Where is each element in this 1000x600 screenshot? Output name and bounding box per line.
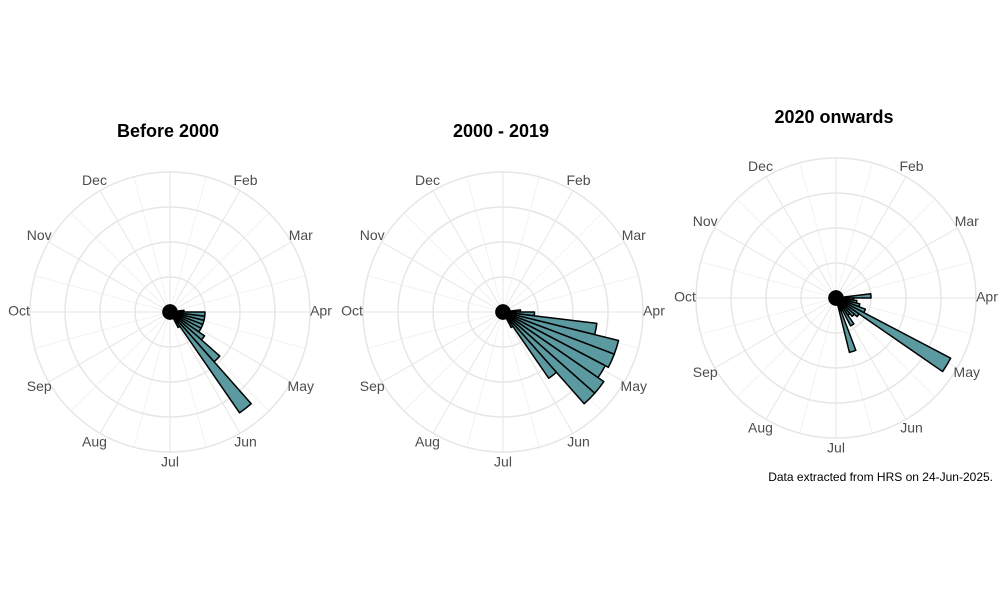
bar	[502, 311, 596, 405]
month-label: Jun	[900, 419, 923, 435]
bar	[501, 304, 504, 313]
month-label: Jul	[161, 454, 179, 470]
month-label: Mar	[955, 213, 979, 229]
month-label: Jun	[567, 433, 590, 449]
month-label: Nov	[360, 227, 385, 243]
month-label: Sep	[360, 378, 385, 394]
month-label: May	[288, 378, 314, 394]
month-label: Feb	[566, 172, 590, 188]
month-label: Jul	[827, 440, 845, 456]
month-label: Apr	[643, 303, 665, 319]
caption: Data extracted from HRS on 24-Jun-2025.	[768, 470, 993, 484]
month-label: Aug	[82, 433, 107, 449]
month-label: May	[621, 378, 647, 394]
bar	[169, 311, 252, 414]
month-label: Dec	[415, 172, 440, 188]
chart-title: 2020 onwards	[774, 107, 893, 127]
grid-circle	[765, 227, 907, 369]
month-label: Mar	[289, 227, 313, 243]
month-label: Sep	[27, 378, 52, 394]
grid-circle	[730, 192, 942, 404]
month-label: Sep	[693, 364, 718, 380]
month-label: Feb	[233, 172, 257, 188]
month-label: Nov	[693, 213, 718, 229]
month-label: Dec	[748, 158, 773, 174]
grid-circle	[467, 276, 539, 348]
month-label: Oct	[674, 289, 696, 305]
grid-circle	[29, 171, 311, 453]
bar	[835, 297, 952, 373]
bar	[835, 293, 872, 299]
month-label: Oct	[341, 303, 363, 319]
month-label: Feb	[899, 158, 923, 174]
month-label: Aug	[748, 419, 773, 435]
month-label: Jun	[234, 433, 257, 449]
grid-circle	[695, 157, 977, 439]
month-label: Jul	[494, 454, 512, 470]
grid-circle	[99, 241, 241, 383]
chart-title: Before 2000	[117, 121, 219, 141]
month-label: Oct	[8, 303, 30, 319]
month-label: Mar	[622, 227, 646, 243]
bar	[502, 311, 558, 379]
month-label: Apr	[310, 303, 332, 319]
month-label: May	[954, 364, 980, 380]
month-label: Apr	[976, 289, 998, 305]
bar	[834, 290, 837, 299]
grid-circle	[64, 206, 276, 418]
month-label: Aug	[415, 433, 440, 449]
chart-title: 2000 - 2019	[453, 121, 549, 141]
grid-circle	[397, 206, 609, 418]
bar	[835, 297, 857, 354]
month-label: Nov	[27, 227, 52, 243]
grid-circle	[432, 241, 574, 383]
month-label: Dec	[82, 172, 107, 188]
grid-circle	[362, 171, 644, 453]
bar	[168, 304, 171, 313]
